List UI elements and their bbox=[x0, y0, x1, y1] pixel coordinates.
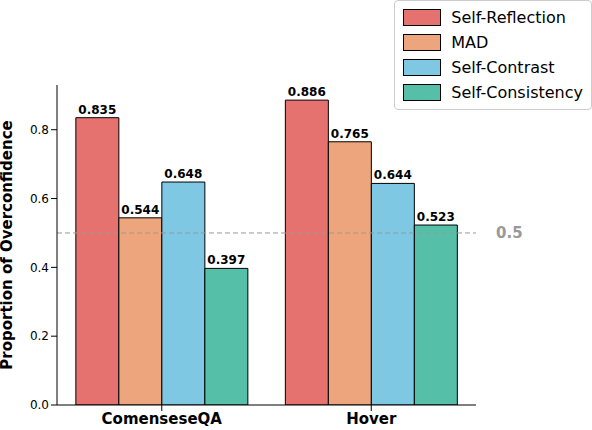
svg-text:ComenseseQA: ComenseseQA bbox=[102, 410, 223, 428]
svg-text:0.835: 0.835 bbox=[78, 103, 116, 117]
html-text:MAD: MAD bbox=[451, 33, 489, 52]
svg-text:0.6: 0.6 bbox=[30, 192, 49, 206]
html-text:Self-Contrast: Self-Contrast bbox=[451, 58, 555, 77]
svg-text:0.523: 0.523 bbox=[417, 210, 455, 224]
svg-text:Proportion of Overconfidence: Proportion of Overconfidence bbox=[8, 120, 16, 369]
svg-text:0.397: 0.397 bbox=[207, 253, 245, 267]
svg-text:0.8: 0.8 bbox=[30, 123, 49, 137]
svg-text:0.4: 0.4 bbox=[30, 261, 49, 275]
svg-text:0.5: 0.5 bbox=[496, 224, 523, 242]
svg-text:0.544: 0.544 bbox=[121, 203, 159, 217]
svg-text:0.644: 0.644 bbox=[374, 168, 412, 182]
html-text:Self-Consistency: Self-Consistency bbox=[451, 83, 583, 102]
svg-text:0.0: 0.0 bbox=[30, 398, 49, 412]
svg-text:0.2: 0.2 bbox=[30, 329, 49, 343]
svg-text:Hover: Hover bbox=[346, 410, 397, 428]
svg-text:0.765: 0.765 bbox=[331, 127, 369, 141]
html-text:Self-Reflection: Self-Reflection bbox=[451, 8, 566, 27]
svg-text:0.886: 0.886 bbox=[288, 85, 326, 99]
svg-text:0.648: 0.648 bbox=[164, 167, 202, 181]
